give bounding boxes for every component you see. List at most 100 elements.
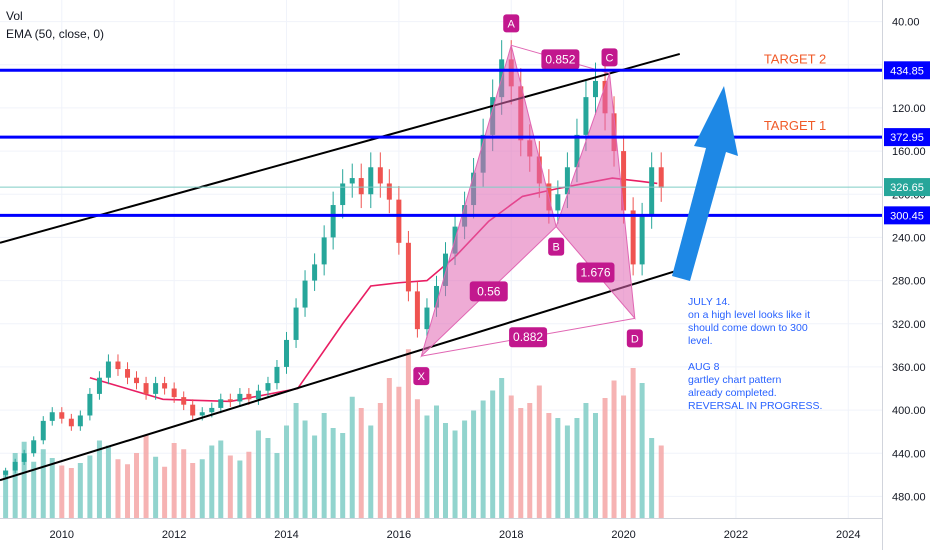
candle-body	[583, 97, 589, 135]
volume-bar	[377, 403, 383, 518]
price-tick-label: 480.00	[892, 491, 926, 503]
volume-bar	[452, 430, 458, 518]
candle-body	[171, 388, 177, 398]
candle-body	[3, 470, 9, 475]
volume-bar	[649, 438, 655, 518]
pattern-triangle-xab[interactable]	[420, 43, 557, 358]
legend-ema[interactable]: EMA (50, close, 0)	[6, 27, 105, 41]
volume-bar	[621, 395, 627, 518]
volume-bar	[153, 456, 159, 518]
pattern-point-badge	[601, 48, 618, 67]
volume-bar	[592, 413, 598, 518]
candle-body	[564, 167, 570, 195]
pattern-ratio-badge	[576, 262, 615, 283]
annotation-note[interactable]: JULY 14. on a high level looks like it s…	[688, 296, 822, 413]
volume-bar	[134, 453, 140, 518]
candle-body	[199, 412, 205, 416]
trend-channel[interactable]	[0, 52, 681, 482]
volume-bar	[434, 405, 440, 518]
volume-bar	[658, 445, 664, 518]
pattern-point-badge	[548, 237, 565, 256]
volume-bar	[358, 408, 364, 518]
price-axis[interactable]: 480.00 440.00 400.00 360.00 320.00 280.00 240.…	[882, 0, 932, 550]
volume-bar	[639, 383, 645, 518]
candle-body	[386, 183, 392, 200]
volume-bar	[499, 378, 505, 518]
volume-bar	[564, 425, 570, 518]
current-price-label: 326.65	[890, 182, 924, 194]
price-tick-label: 240.00	[892, 232, 926, 244]
volume-bar	[546, 413, 552, 518]
volume-bar	[162, 466, 168, 518]
candle-body	[424, 307, 430, 330]
candle-body	[302, 280, 308, 308]
candle-body	[265, 383, 271, 391]
candle-body	[209, 407, 215, 413]
candle-body	[592, 80, 598, 98]
candle-body	[153, 383, 159, 394]
volume-bar	[630, 368, 636, 518]
time-tick-label: 2022	[724, 529, 748, 541]
volume-bar	[143, 435, 149, 518]
candle-body	[312, 264, 318, 281]
candle-body	[246, 393, 252, 400]
volume-bar	[171, 443, 177, 518]
candle-body	[639, 215, 645, 265]
volume-bar	[405, 349, 411, 518]
volume-bar	[527, 403, 533, 518]
note-line: JULY 14.	[688, 296, 731, 308]
candle-body	[555, 194, 561, 211]
volume-bar	[181, 449, 187, 518]
volume-bar	[227, 455, 233, 518]
volume-bar	[68, 468, 74, 518]
candle-body	[125, 369, 131, 378]
volume-bar	[218, 440, 224, 518]
volume-bar	[59, 465, 65, 518]
forecast-arrow-icon[interactable]	[672, 86, 738, 281]
volume-bar	[237, 460, 243, 518]
volume-bar	[293, 403, 299, 518]
volume-bar	[255, 430, 261, 518]
pattern-ratio-label: 0.56	[477, 284, 501, 298]
note-line: already completed.	[688, 387, 777, 399]
volume-bar	[583, 403, 589, 518]
axis-background	[882, 0, 932, 550]
volume-bar	[611, 380, 617, 518]
channel-upper-line[interactable]	[0, 52, 681, 244]
channel-lower-line[interactable]	[0, 268, 681, 482]
pattern-ratio-badge	[509, 327, 548, 348]
pattern-ratio-label: 0.852	[545, 52, 575, 66]
volume-bar	[265, 438, 271, 518]
volume-bar	[340, 433, 346, 518]
candle-body	[621, 151, 627, 211]
volume-bar	[414, 399, 420, 518]
candle-body	[340, 183, 346, 206]
target-label[interactable]: TARGET 1	[764, 118, 826, 133]
volume-bar	[246, 451, 252, 518]
volume-bar	[462, 420, 468, 518]
candle-body	[649, 167, 655, 216]
candle-body	[368, 167, 374, 195]
candle-body	[284, 339, 290, 367]
volume-bars	[3, 349, 664, 518]
horizontal-levels[interactable]: TARGET 2 TARGET 1	[0, 51, 882, 217]
time-tick-label: 2012	[162, 529, 186, 541]
price-tick-label: 360.00	[892, 362, 926, 374]
pattern-ratio-label: 0.882	[513, 330, 543, 344]
volume-bar	[442, 423, 448, 518]
pattern-point-label: A	[508, 18, 516, 30]
volume-bar	[40, 449, 46, 518]
volume-bar	[125, 464, 131, 518]
candle-body	[405, 242, 411, 292]
pattern-point-badge	[503, 14, 520, 33]
candle-body	[162, 383, 168, 389]
candle-body	[134, 377, 140, 384]
candle-body	[21, 453, 27, 462]
candle-body	[96, 377, 102, 394]
legend-volume[interactable]: Vol	[6, 9, 23, 23]
candle-body	[442, 253, 448, 286]
time-axis[interactable]: 2010 2012 2014 2016 2018 2020 2022 2024	[0, 518, 882, 550]
candle-body	[143, 383, 149, 394]
target-label[interactable]: TARGET 2	[764, 51, 826, 66]
